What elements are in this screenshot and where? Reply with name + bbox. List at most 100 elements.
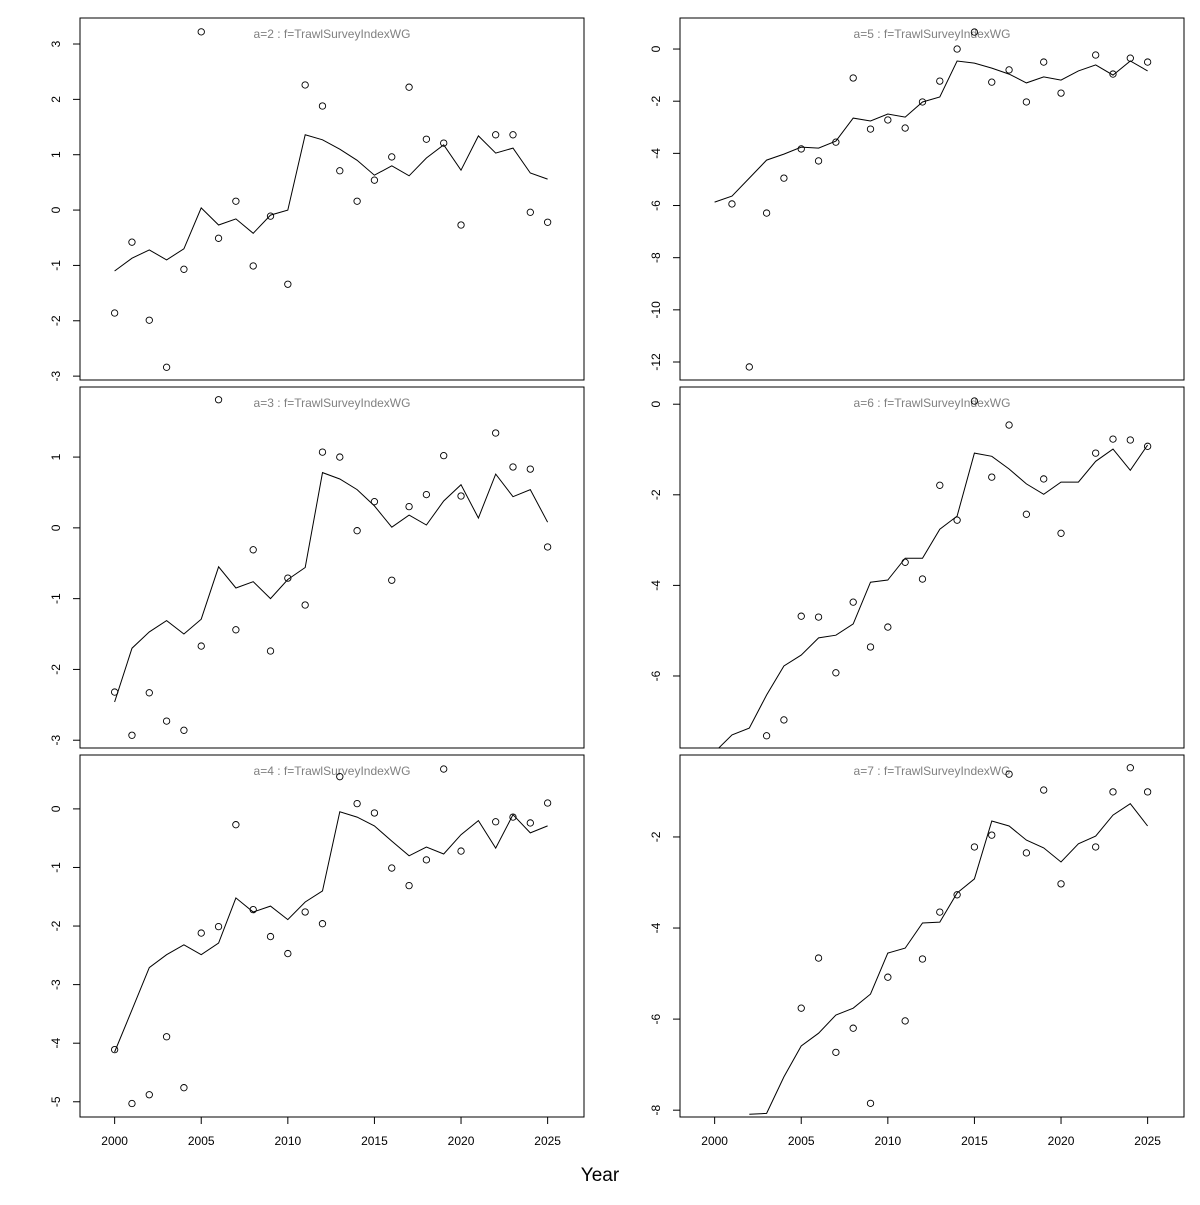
observed-point: [180, 726, 188, 734]
y-tick-label: -3: [49, 370, 63, 381]
y-tick-label: -8: [649, 252, 663, 263]
observed-point: [728, 200, 736, 208]
observed-point: [1057, 529, 1065, 537]
plot-frame: [679, 386, 1185, 749]
y-tick-label: -12: [649, 353, 663, 371]
observed-point: [543, 218, 552, 226]
observed-point: [336, 773, 344, 781]
observed-point: [1126, 764, 1134, 772]
observed-point: [284, 280, 292, 288]
observed-point: [405, 502, 413, 511]
observed-point: [128, 1099, 136, 1108]
observed-point: [162, 1033, 171, 1041]
x-tick-label: 2005: [788, 1134, 815, 1148]
observed-point: [249, 905, 257, 914]
panel-title: a=2 : f=TrawlSurveyIndexWG: [254, 27, 411, 41]
fitted-line: [718, 444, 1149, 748]
observed-point: [814, 613, 823, 621]
observed-point: [318, 920, 327, 928]
observed-point: [543, 799, 552, 807]
observed-point: [797, 612, 805, 620]
y-tick-label: 0: [49, 206, 63, 213]
panel-title: a=3 : f=TrawlSurveyIndexWG: [254, 396, 411, 410]
y-tick-label: -1: [49, 862, 63, 873]
observed-point: [162, 717, 171, 725]
y-tick-label: 1: [49, 151, 63, 158]
observed-point: [301, 601, 309, 609]
y-tick-label: -2: [649, 489, 663, 500]
observed-point: [440, 452, 448, 460]
observed-point: [970, 843, 979, 851]
y-tick-label: 1: [49, 453, 63, 460]
observed-point: [849, 1024, 857, 1032]
y-tick-label: 0: [49, 524, 63, 531]
observed-point: [1005, 421, 1013, 429]
observed-point: [866, 125, 875, 133]
fitted-line: [714, 60, 1148, 203]
observed-point: [849, 598, 857, 606]
y-tick-label: -4: [649, 580, 663, 591]
observed-point: [1092, 449, 1100, 457]
observed-point: [266, 212, 275, 220]
observed-point: [492, 818, 500, 826]
observed-point: [1109, 435, 1117, 443]
observed-point: [832, 1048, 840, 1056]
observed-point: [266, 932, 275, 941]
observed-point: [988, 831, 996, 839]
observed-point: [509, 463, 517, 471]
observed-point: [197, 929, 205, 937]
panel-3: a=4 : f=TrawlSurveyIndexWG -5 -4 -3 -2 -1 0 200…: [49, 754, 585, 1148]
panel-title: a=4 : f=TrawlSurveyIndexWG: [254, 764, 411, 778]
y-tick-label: -3: [49, 735, 63, 746]
x-tick-label: 2015: [361, 1134, 388, 1148]
y-tick-label: -5: [49, 1096, 63, 1107]
observed-point: [780, 174, 788, 182]
observed-point: [970, 397, 979, 405]
y-tick-label: 0: [649, 45, 663, 52]
observed-point: [370, 498, 379, 506]
observed-point: [353, 799, 361, 808]
observed-point: [762, 732, 771, 740]
observed-point: [492, 131, 500, 139]
observed-point: [180, 1084, 188, 1092]
observed-point: [1126, 54, 1134, 62]
observed-point: [388, 576, 396, 584]
observed-point: [543, 543, 552, 551]
plot-frame: [679, 754, 1185, 1118]
observed-point: [301, 908, 309, 916]
observed-point: [953, 516, 961, 524]
observed-point: [832, 669, 840, 677]
observed-point: [318, 102, 327, 110]
observed-point: [832, 138, 840, 146]
observed-point: [128, 238, 136, 246]
observed-point: [370, 809, 379, 817]
y-tick-label: -1: [49, 260, 63, 271]
observed-point: [318, 448, 327, 456]
observed-point: [492, 429, 500, 437]
observed-point: [145, 689, 153, 697]
observed-point: [936, 77, 944, 85]
observed-point: [353, 197, 361, 205]
x-tick-label: 2005: [188, 1134, 215, 1148]
observed-point: [1040, 58, 1048, 66]
observed-point: [884, 973, 892, 981]
y-tick-label: -4: [649, 148, 663, 159]
observed-point: [1022, 98, 1031, 106]
y-tick-label: -4: [49, 1038, 63, 1049]
observed-point: [110, 688, 119, 696]
observed-point: [1040, 786, 1048, 794]
observed-point: [249, 262, 257, 270]
y-tick-label: 0: [649, 401, 663, 408]
observed-point: [232, 626, 240, 634]
observed-point: [988, 78, 996, 86]
y-tick-label: 3: [49, 40, 63, 47]
observed-point: [526, 465, 534, 473]
panel-1: a=2 : f=TrawlSurveyIndexWG -3 -2 -1 0 1 2 3: [49, 17, 585, 381]
fitted-line: [114, 134, 548, 272]
observed-point: [180, 265, 188, 273]
x-tick-label: 2020: [1048, 1134, 1075, 1148]
observed-point: [353, 527, 361, 535]
y-tick-label: -1: [49, 593, 63, 604]
observed-point: [422, 135, 431, 143]
